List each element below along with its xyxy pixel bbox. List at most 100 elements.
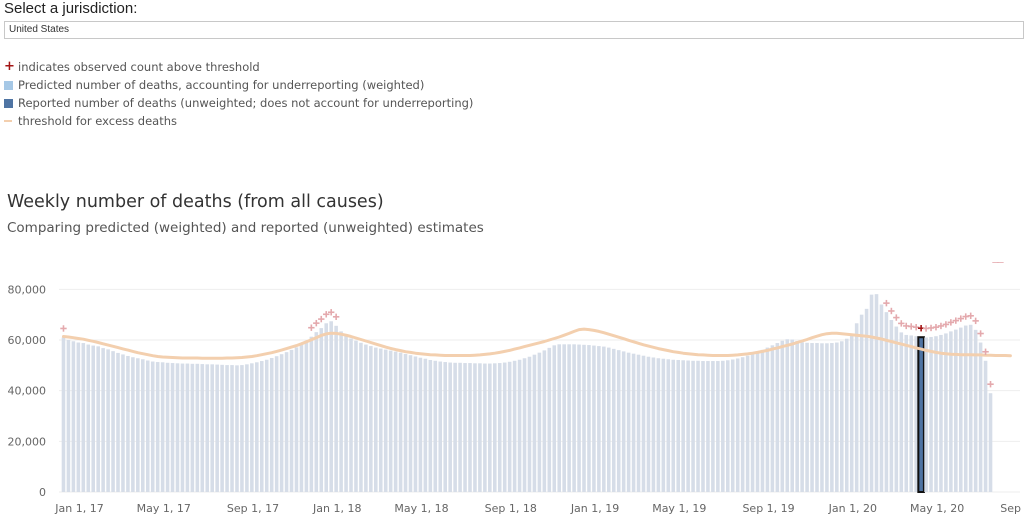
bar xyxy=(86,344,91,492)
y-tick-label: 60,000 xyxy=(8,334,47,347)
above-threshold-marker xyxy=(327,309,335,316)
bar xyxy=(492,363,497,492)
above-threshold-marker xyxy=(883,299,890,307)
bar xyxy=(96,346,100,492)
bar xyxy=(552,345,557,492)
legend-label: Reported number of deaths (unweighted; d… xyxy=(18,96,474,110)
bar xyxy=(854,323,859,492)
bar xyxy=(374,347,378,492)
bar xyxy=(364,344,368,492)
bar xyxy=(220,364,224,492)
bar xyxy=(359,342,363,492)
bar xyxy=(621,351,626,492)
bar xyxy=(478,363,482,492)
bar xyxy=(111,351,115,492)
bar xyxy=(200,364,205,492)
bar xyxy=(378,348,383,492)
bar xyxy=(983,360,988,492)
bar xyxy=(190,363,195,492)
bar xyxy=(567,344,571,492)
dark-blue-square-icon xyxy=(4,98,13,108)
bar xyxy=(160,362,165,492)
y-tick-label: 0 xyxy=(39,486,46,499)
bar xyxy=(145,360,150,492)
bar xyxy=(646,356,651,492)
above-threshold-marker xyxy=(952,317,960,324)
bar xyxy=(825,343,829,492)
bar xyxy=(963,325,968,492)
above-threshold-marker xyxy=(912,324,920,331)
bar xyxy=(497,363,502,492)
bar xyxy=(354,340,358,492)
bar xyxy=(66,340,71,492)
x-tick-label: Sep 1, 19 xyxy=(742,502,794,515)
jurisdiction-select[interactable]: United States xyxy=(4,21,1024,39)
plus-icon: + xyxy=(4,59,15,74)
bar xyxy=(879,304,884,492)
above-threshold-marker xyxy=(308,324,315,331)
bar xyxy=(116,352,120,492)
bar xyxy=(215,364,219,492)
bar xyxy=(136,358,140,492)
bar xyxy=(542,350,547,492)
bar xyxy=(349,338,353,492)
bar xyxy=(61,337,66,492)
bar xyxy=(840,341,844,492)
legend-item-threshold: threshold for excess deaths xyxy=(4,112,473,130)
above-threshold-marker xyxy=(60,325,67,332)
bar xyxy=(869,294,874,492)
bar xyxy=(572,344,576,492)
bar xyxy=(944,333,948,492)
bar xyxy=(155,362,160,492)
bar xyxy=(939,334,943,492)
bar xyxy=(250,363,254,492)
legend-item-above-threshold: + indicates observed count above thresho… xyxy=(4,58,473,76)
bar xyxy=(527,356,532,492)
bar xyxy=(483,363,487,492)
bar xyxy=(636,354,641,492)
bar xyxy=(532,354,537,492)
bar xyxy=(522,358,527,492)
bar xyxy=(240,365,244,492)
bar xyxy=(294,347,299,492)
bar xyxy=(681,360,685,492)
bar xyxy=(587,345,591,492)
bar xyxy=(805,342,809,492)
bar xyxy=(656,358,661,492)
bar xyxy=(740,357,745,492)
bar xyxy=(889,319,894,492)
bar xyxy=(770,345,775,492)
above-threshold-marker xyxy=(977,330,984,337)
bar xyxy=(259,361,264,492)
bar xyxy=(413,356,418,492)
bar xyxy=(909,335,913,492)
bar xyxy=(210,364,214,492)
jurisdiction-selector-label: Select a jurisdiction: xyxy=(4,0,138,17)
bar xyxy=(864,308,869,492)
bar xyxy=(795,341,799,492)
legend: + indicates observed count above thresho… xyxy=(4,58,473,130)
above-threshold-marker xyxy=(987,381,994,388)
bar xyxy=(344,335,348,492)
bar xyxy=(607,347,611,492)
bar xyxy=(651,357,656,492)
bar xyxy=(661,358,666,492)
bar xyxy=(314,332,319,492)
bar xyxy=(611,348,616,492)
above-threshold-marker xyxy=(937,322,945,330)
bar xyxy=(423,358,428,492)
bar xyxy=(899,332,904,492)
bar xyxy=(418,357,423,492)
bar xyxy=(641,355,646,492)
bar xyxy=(91,345,96,492)
above-threshold-marker xyxy=(932,324,940,331)
chart-title: Weekly number of deaths (from all causes… xyxy=(7,192,384,212)
legend-item-predicted: Predicted number of deaths, accounting f… xyxy=(4,76,473,94)
bar xyxy=(676,360,680,492)
bar xyxy=(383,349,388,492)
bar xyxy=(626,352,631,492)
bar xyxy=(438,361,443,492)
bar xyxy=(904,334,909,492)
x-tick-label: Sep 1, 20 xyxy=(1000,502,1024,515)
bar xyxy=(701,361,705,492)
